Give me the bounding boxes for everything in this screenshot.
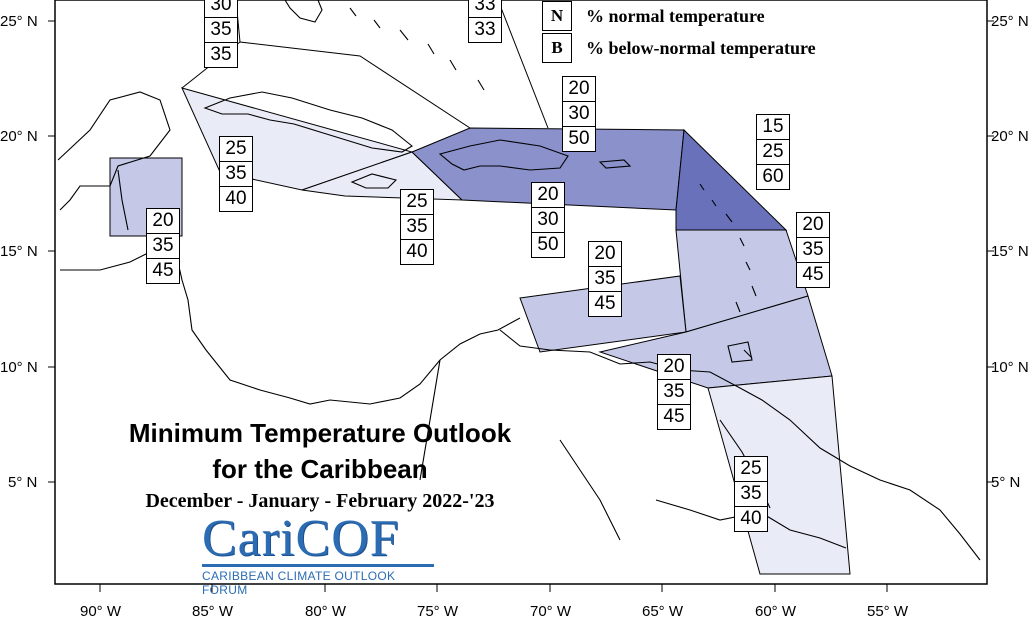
prob-normal: 33 xyxy=(469,0,501,18)
lon-label-90: 90° W xyxy=(80,603,122,620)
prob-above: 25 xyxy=(401,190,433,215)
legend-row-normal: N % normal temperature xyxy=(542,0,816,32)
legend-key-below: B xyxy=(542,33,572,63)
lat-label-left-25: 25° N xyxy=(0,13,38,30)
prob-box-bahamas-east: 33 33 xyxy=(468,0,502,43)
prob-above: 30 xyxy=(205,0,237,18)
prob-normal: 35 xyxy=(589,267,621,292)
prob-above: 20 xyxy=(532,183,564,208)
legend-label-below: % below-normal temperature xyxy=(586,37,816,58)
prob-below: 45 xyxy=(152,260,174,281)
graticule-ticks xyxy=(48,20,994,592)
legend-row-below: B % below-normal temperature xyxy=(542,32,816,64)
map-title-line2: for the Caribbean xyxy=(212,454,428,484)
lon-label-55: 55° W xyxy=(867,603,909,620)
lat-label-right-25: 25° N xyxy=(991,13,1029,30)
prob-box-hispaniola-south: 20 30 50 xyxy=(531,182,565,258)
prob-box-trinidad: 20 35 45 xyxy=(657,354,691,430)
prob-above: 20 xyxy=(563,77,595,102)
prob-below: 50 xyxy=(537,234,559,255)
prob-box-bahamas-west: 30 35 35 xyxy=(204,0,238,68)
lat-label-left-15: 15° N xyxy=(0,243,38,260)
map-title-line1: Minimum Temperature Outlook xyxy=(128,418,512,448)
prob-below: 33 xyxy=(474,19,496,40)
lat-label-right-20: 20° N xyxy=(991,128,1029,145)
prob-box-windwards: 20 35 45 xyxy=(796,212,830,288)
prob-box-hispaniola-north: 20 30 50 xyxy=(562,76,596,152)
prob-below: 40 xyxy=(225,188,247,209)
prob-box-northern-leewards: 15 25 60 xyxy=(756,114,790,190)
prob-above: 20 xyxy=(658,355,690,380)
lat-label-right-5: 5° N xyxy=(991,474,1020,491)
prob-below: 35 xyxy=(210,44,232,65)
prob-below: 50 xyxy=(568,128,590,149)
lat-label-left-10: 10° N xyxy=(0,359,38,376)
legend-key-normal: N xyxy=(542,1,572,31)
prob-below: 60 xyxy=(762,166,784,187)
lon-label-75: 75° W xyxy=(417,603,459,620)
prob-above: 25 xyxy=(220,137,252,162)
prob-below: 45 xyxy=(663,406,685,427)
prob-box-abc-islands: 20 35 45 xyxy=(588,241,622,317)
caricof-logo-tagline: CARIBBEAN CLIMATE OUTLOOK FORUM xyxy=(202,569,396,597)
lon-label-70: 70° W xyxy=(530,603,572,620)
legend-label-normal: % normal temperature xyxy=(586,5,765,26)
prob-below: 40 xyxy=(406,241,428,262)
prob-above: 20 xyxy=(797,213,829,238)
prob-above: 15 xyxy=(757,115,789,140)
caricof-logo-text: CariCOF xyxy=(202,510,400,567)
prob-normal: 35 xyxy=(658,380,690,405)
prob-above: 20 xyxy=(589,242,621,267)
prob-box-cuba-south: 25 35 40 xyxy=(219,136,253,212)
lon-label-60: 60° W xyxy=(755,603,797,620)
prob-normal: 30 xyxy=(532,208,564,233)
prob-box-guianas: 25 35 40 xyxy=(734,456,768,532)
prob-box-belize: 20 35 45 xyxy=(146,208,180,284)
prob-above: 25 xyxy=(735,457,767,482)
lat-label-left-20: 20° N xyxy=(0,128,38,145)
prob-normal: 35 xyxy=(401,215,433,240)
prob-normal: 25 xyxy=(757,140,789,165)
caricof-logo-underline xyxy=(202,564,434,567)
lon-label-65: 65° W xyxy=(642,603,684,620)
legend: N % normal temperature B % below-normal … xyxy=(542,0,816,64)
prob-below: 45 xyxy=(802,264,824,285)
lat-label-left-5: 5° N xyxy=(8,474,37,491)
prob-below: 40 xyxy=(740,508,762,529)
prob-normal: 35 xyxy=(735,482,767,507)
lon-label-85: 85° W xyxy=(192,603,234,620)
prob-below: 45 xyxy=(594,293,616,314)
region-bahamas-east-outline xyxy=(497,0,549,129)
prob-normal: 35 xyxy=(147,234,179,259)
lon-label-80: 80° W xyxy=(305,603,347,620)
prob-normal: 35 xyxy=(797,238,829,263)
prob-box-jamaica: 25 35 40 xyxy=(400,189,434,265)
prob-normal: 35 xyxy=(205,18,237,43)
lat-label-right-15: 15° N xyxy=(991,243,1029,260)
prob-above: 20 xyxy=(147,209,179,234)
caricof-logo: CariCOF CARIBBEAN CLIMATE OUTLOOK FORUM xyxy=(202,512,434,597)
region-bahamas-west-outline xyxy=(235,0,471,129)
map-subtitle: December - January - February 2022-'23 xyxy=(145,490,495,512)
prob-normal: 35 xyxy=(220,162,252,187)
lat-label-right-10: 10° N xyxy=(991,359,1029,376)
prob-normal: 30 xyxy=(563,102,595,127)
